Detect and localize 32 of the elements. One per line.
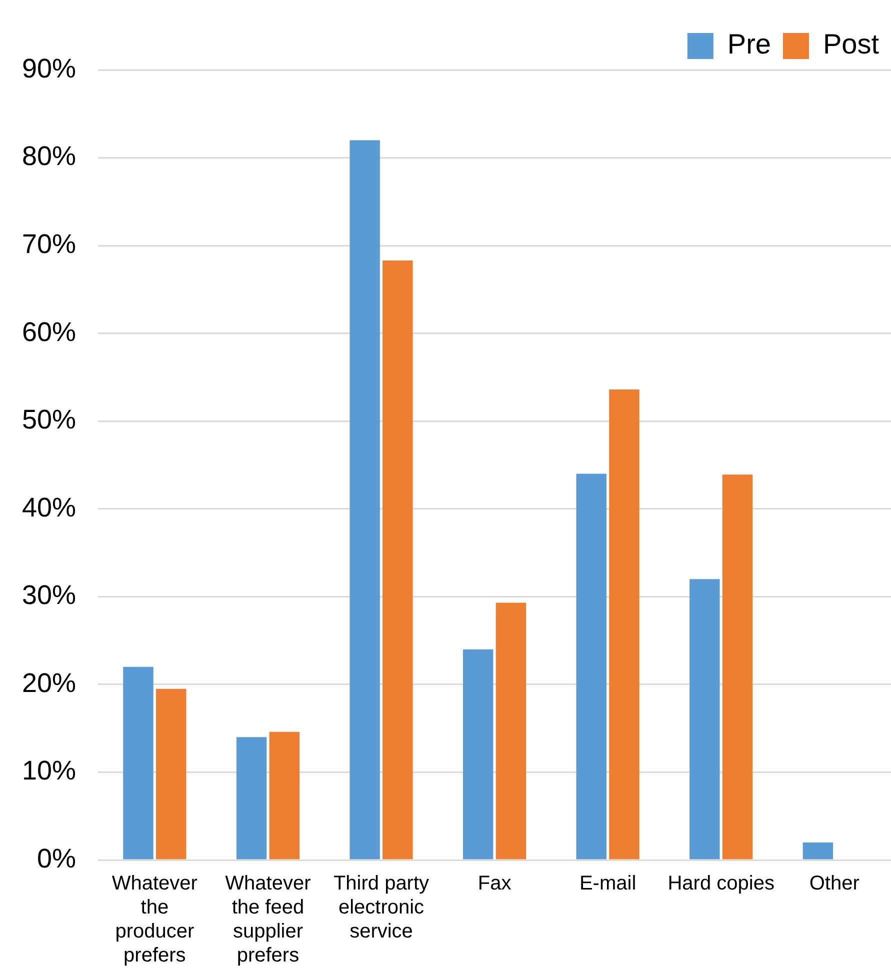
y-tick-label: 40% (22, 492, 76, 522)
bar (236, 737, 267, 860)
x-tick-label: Fax (478, 872, 512, 895)
y-tick-label: 90% (22, 53, 76, 84)
y-tick-label: 80% (22, 141, 76, 172)
legend-label: Pre (727, 28, 771, 60)
bar (350, 140, 380, 860)
bar (496, 602, 526, 860)
x-tick-label: Whatever the feed supplier prefers (225, 872, 312, 967)
y-tick-label: 70% (22, 229, 76, 260)
bar (123, 666, 154, 860)
bar (690, 579, 720, 860)
x-tick-label: Other (809, 872, 860, 895)
bar (269, 732, 300, 860)
bar (576, 474, 606, 860)
legend-label: Post (822, 28, 880, 60)
x-tick-label: Third party electronic service (333, 872, 430, 943)
x-tick-label: Hard copies (668, 872, 774, 895)
bar (609, 390, 640, 860)
bar (722, 474, 753, 860)
y-tick-label: 50% (22, 404, 76, 435)
y-tick-label: 60% (22, 316, 76, 347)
bar (156, 688, 186, 860)
bar (802, 842, 834, 860)
y-tick-label: 20% (22, 668, 76, 698)
x-tick-label: E-mail (579, 872, 636, 895)
y-tick-label: 0% (37, 843, 76, 874)
x-tick-label: Whatever the producer prefers (112, 872, 198, 967)
bar (382, 260, 413, 860)
y-tick-label: 30% (22, 580, 76, 610)
y-tick-label: 10% (22, 756, 76, 786)
bar (462, 649, 494, 860)
